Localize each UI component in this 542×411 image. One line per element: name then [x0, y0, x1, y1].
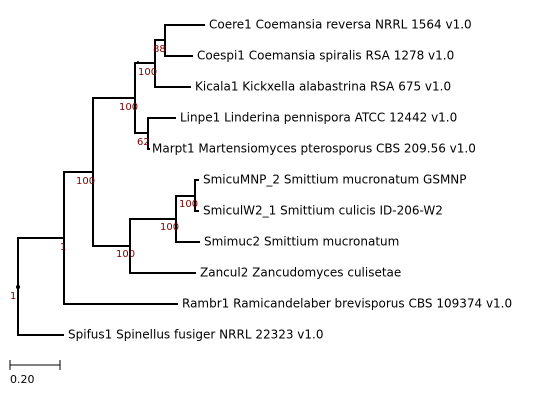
leaf-label: Smimuc2 Smittium mucronatum: [204, 235, 399, 249]
support-value: 1: [60, 242, 66, 253]
node-dot: [137, 61, 139, 63]
support-value: 88: [153, 44, 166, 55]
scale-label: 0.20: [10, 373, 35, 386]
leaf-label: Coespi1 Coemansia spiralis RSA 1278 v1.0: [197, 49, 454, 63]
leaf-label: Rambr1 Ramicandelaber brevisporus CBS 10…: [182, 297, 512, 311]
support-value: 100: [138, 67, 157, 78]
scale-bar: [9, 360, 61, 370]
support-value: 62: [137, 137, 150, 148]
leaf-label: Linpe1 Linderina pennispora ATCC 12442 v…: [180, 111, 457, 125]
branches: [17, 24, 205, 336]
support-value: 1: [10, 291, 16, 302]
leaf-label: Marpt1 Martensiomyces pterosporus CBS 20…: [152, 142, 476, 156]
leaf-label: Spifus1 Spinellus fusiger NRRL 22323 v1.…: [68, 328, 324, 342]
support-value: 100: [116, 249, 135, 260]
support-value: 100: [76, 176, 95, 187]
support-value: 100: [119, 102, 138, 113]
support-value: 100: [179, 199, 198, 210]
leaf-label: Coere1 Coemansia reversa NRRL 1564 v1.0: [209, 18, 472, 32]
leaf-label: SmiculW2_1 Smittium culicis ID-206-W2: [203, 204, 443, 218]
root-dot: [16, 285, 20, 289]
leaf-label: SmicuMNP_2 Smittium mucronatum GSMNP: [203, 173, 467, 187]
support-value: 100: [160, 222, 179, 233]
leaf-label: Kicala1 Kickxella alabastrina RSA 675 v1…: [195, 80, 451, 94]
leaf-label: Zancul2 Zancudomyces culisetae: [200, 266, 401, 280]
